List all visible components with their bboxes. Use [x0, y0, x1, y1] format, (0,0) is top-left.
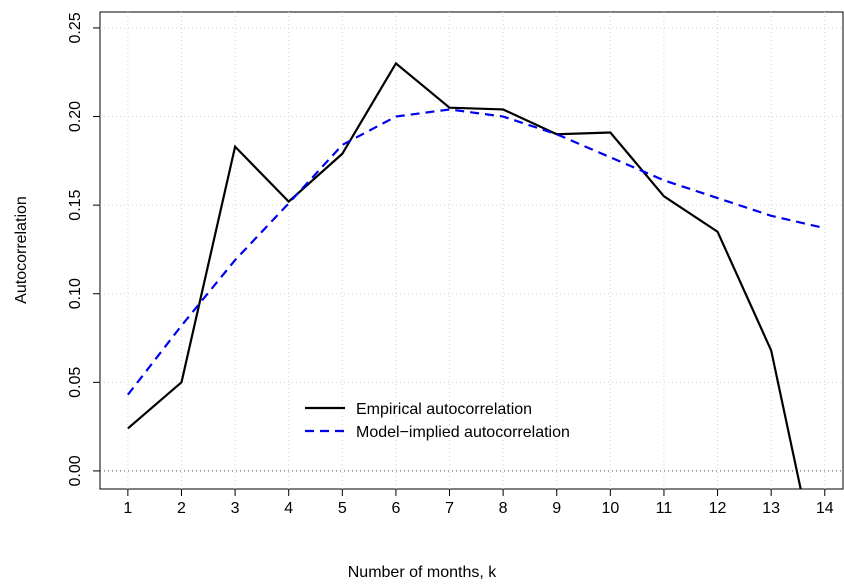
x-tick-label: 6	[391, 500, 400, 517]
x-tick-label: 8	[499, 500, 508, 517]
y-tick-label: 0.20	[67, 101, 84, 132]
x-tick-label: 11	[656, 500, 673, 517]
x-axis-label: Number of months, k	[348, 564, 498, 581]
plot-box	[99, 11, 844, 490]
x-tick-label: 7	[445, 500, 454, 517]
legend-label: Model−implied autocorrelation	[356, 424, 570, 441]
y-tick-label: 0.05	[67, 367, 84, 398]
x-tick-label: 12	[709, 500, 727, 517]
y-tick-label: 0.25	[67, 12, 84, 43]
x-tick-label: 10	[601, 500, 619, 517]
x-tick-label: 14	[816, 500, 834, 517]
y-tick-label: 0.10	[67, 278, 84, 309]
x-tick-label: 1	[123, 500, 132, 517]
x-tick-label: 4	[284, 500, 293, 517]
x-tick-label: 3	[231, 500, 240, 517]
y-tick-label: 0.00	[67, 455, 84, 486]
x-tick-label: 13	[762, 500, 780, 517]
y-axis-label: Autocorrelation	[13, 196, 30, 304]
x-tick-label: 9	[552, 500, 561, 517]
x-tick-label: 2	[177, 500, 186, 517]
series-line	[127, 61, 802, 489]
legend-label: Empirical autocorrelation	[356, 401, 532, 418]
series-line	[127, 108, 826, 396]
x-tick-label: 5	[338, 500, 347, 517]
y-tick-label: 0.15	[67, 189, 84, 220]
